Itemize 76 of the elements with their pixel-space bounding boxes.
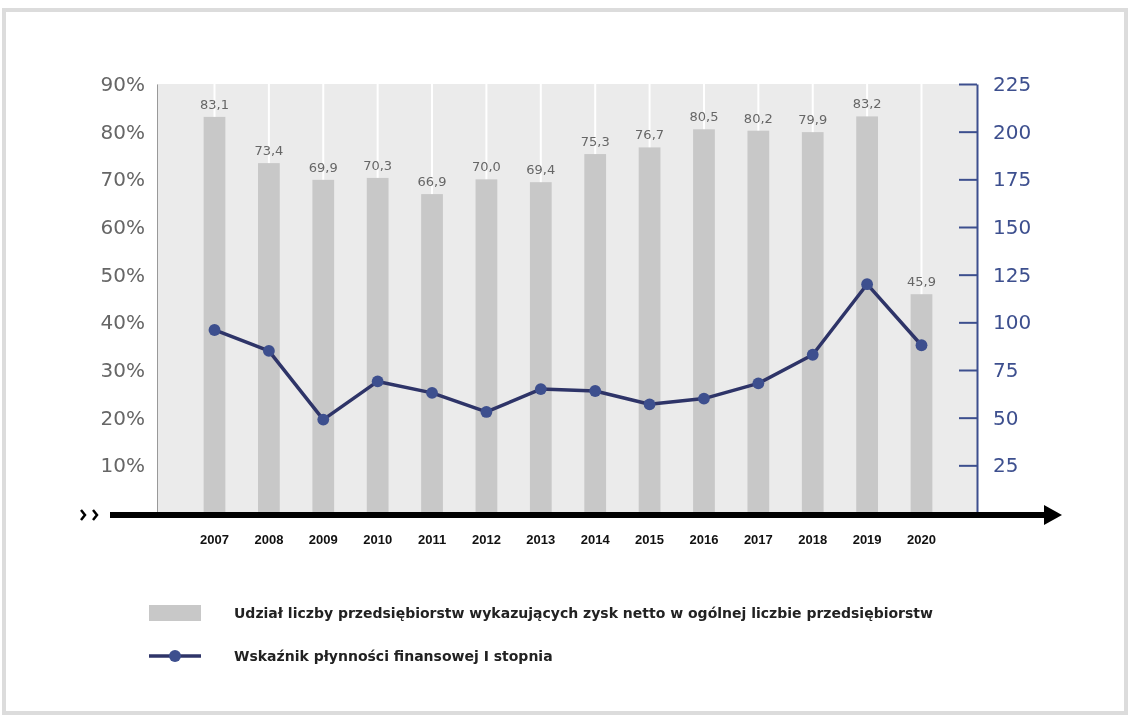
bar (801, 132, 824, 513)
point (371, 375, 384, 388)
y-tick-label: 10% (100, 453, 145, 478)
data-label: 75,3 (580, 134, 610, 150)
x-tick-label: 2016 (689, 532, 719, 548)
data-label: 80,2 (743, 110, 773, 126)
x-tick-label: 2013 (526, 532, 556, 548)
point (915, 339, 928, 352)
point (480, 406, 493, 418)
bar (638, 147, 661, 513)
data-label: 70,0 (471, 159, 501, 175)
point (426, 386, 438, 399)
y-tick-label: 50% (100, 262, 145, 287)
y-tick-label: 70% (100, 167, 145, 192)
y-tick-label: 40% (100, 310, 145, 335)
point (262, 345, 275, 357)
y-tick-label: 80% (100, 119, 145, 144)
point (317, 413, 330, 426)
bar (258, 163, 280, 513)
bar (421, 194, 443, 513)
data-label: 83,2 (852, 96, 882, 112)
data-label: 76,7 (635, 127, 665, 143)
data-label: 83,1 (200, 96, 229, 112)
bar (529, 182, 552, 513)
y2-tick-label: 225 (993, 71, 1032, 96)
data-label: 45,9 (907, 274, 936, 290)
y2-tick-label: 125 (993, 262, 1032, 287)
x-tick-label: 2018 (798, 532, 828, 548)
y2-tick-label: 200 (993, 119, 1032, 144)
point (698, 392, 710, 405)
y2-tick-label: 25 (993, 453, 1019, 478)
bar (910, 294, 933, 513)
x-tick-label: 2007 (200, 532, 229, 548)
point (208, 324, 221, 336)
point (861, 278, 874, 291)
point (806, 348, 819, 361)
data-label: 66,9 (417, 174, 447, 190)
data-label: 70,3 (363, 157, 393, 173)
bar (693, 129, 715, 513)
x-tick-label: 2015 (635, 532, 665, 548)
point (534, 383, 547, 395)
x-tick-label: 2010 (363, 532, 393, 548)
x-tick-label: 2012 (471, 532, 501, 548)
legend-label: Udział liczby przedsiębiorstw wykazujących zysk netto w ogólnej liczbie przedsiębiorstw (234, 605, 934, 621)
x-tick-label: 2019 (852, 532, 882, 548)
y-tick-label: 90% (100, 71, 145, 96)
y2-tick-label: 100 (993, 310, 1032, 335)
y-tick-label: 30% (100, 357, 145, 382)
point (643, 398, 656, 411)
y2-tick-label: 150 (993, 214, 1032, 239)
point (752, 377, 765, 390)
data-label: 73,4 (254, 143, 284, 159)
legend-label: Wskaźnik płynności finansowej I stopnia (234, 648, 553, 664)
bar (584, 154, 607, 513)
bar (366, 177, 389, 513)
y2-tick-label: 50 (993, 405, 1019, 430)
bar (747, 130, 770, 513)
x-tick-label: 2011 (417, 532, 447, 548)
y2-tick-label: 175 (993, 167, 1032, 192)
y-tick-label: 60% (100, 214, 145, 239)
bar (856, 116, 878, 513)
x-tick-label: 2020 (907, 532, 936, 548)
y-tick-label: 20% (100, 405, 145, 430)
bar (312, 179, 335, 513)
x-tick-label: 2009 (308, 532, 338, 548)
bar (475, 179, 498, 513)
y2-tick-label: 75 (993, 357, 1019, 382)
data-label: 69,4 (526, 162, 556, 178)
x-tick-label: 2008 (254, 532, 284, 548)
point (589, 385, 602, 397)
x-tick-label: 2017 (743, 532, 773, 548)
data-label: 80,5 (689, 109, 719, 125)
data-label: 79,9 (798, 112, 828, 128)
x-tick-label: 2014 (580, 532, 611, 548)
data-label: 69,9 (308, 159, 338, 175)
bar (203, 116, 226, 513)
